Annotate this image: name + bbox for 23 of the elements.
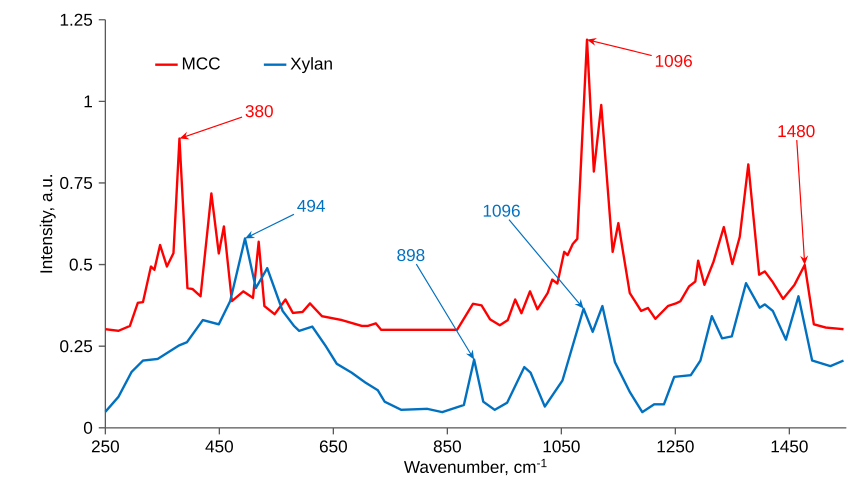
x-tick-label: 450 <box>205 440 233 453</box>
y-tick-label: 0 <box>84 422 92 434</box>
y-tick-label: 1 <box>84 96 92 108</box>
x-tick-label: 1050 <box>544 440 580 453</box>
x-tick-label: 1250 <box>658 440 694 453</box>
x-tick-label: 1450 <box>772 440 808 453</box>
annotation: 1096 <box>656 54 692 67</box>
annotation: 380 <box>246 105 273 118</box>
annotation: 1096 <box>484 204 520 217</box>
legend-label: Xylan <box>290 57 332 74</box>
y-tick-label: 0.5 <box>70 258 92 271</box>
x-tick-label: 250 <box>92 440 119 453</box>
x-axis-title: Wavenumber, cm$^{-1}$ <box>404 458 547 476</box>
annotation: 898 <box>397 249 424 262</box>
y-tick-label: 1.25 <box>60 14 92 26</box>
x-tick-label: 850 <box>434 440 461 453</box>
y-tick-label: 0.75 <box>60 176 92 190</box>
annotation: 1480 <box>778 125 815 138</box>
y-axis-title: Intensity, a.u. <box>40 175 56 273</box>
y-tick-label: 0.25 <box>60 340 92 352</box>
annotation: 494 <box>297 200 325 212</box>
legend-label: MCC <box>182 57 220 70</box>
x-tick-label: 650 <box>320 440 347 453</box>
